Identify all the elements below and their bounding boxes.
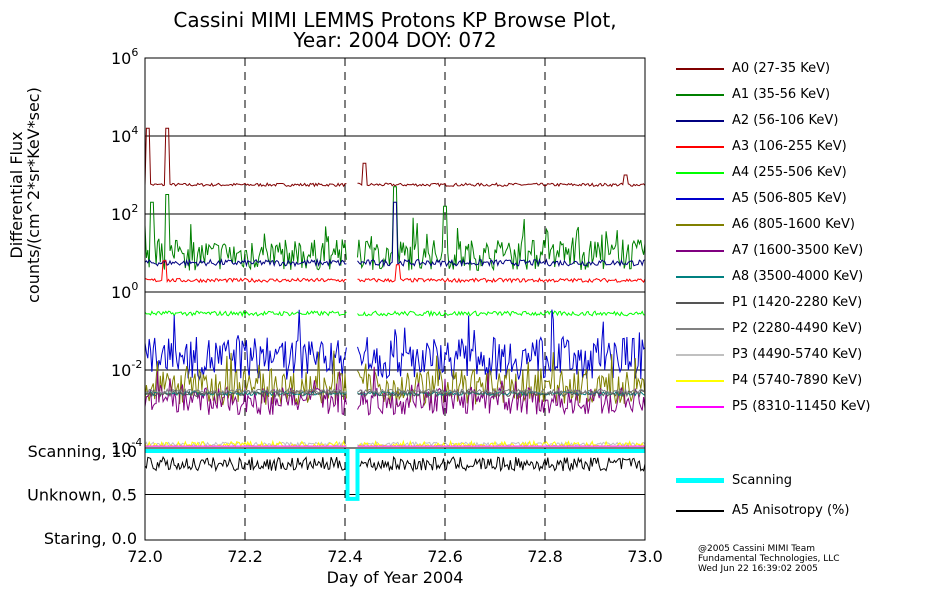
lower-y-label: Scanning, 1.0 [28, 442, 137, 461]
series-line [144, 388, 347, 395]
y-tick-label: 106 [111, 46, 138, 68]
chart-title: Cassini MIMI LEMMS Protons KP Browse Plo… [173, 8, 617, 32]
chart-subtitle: Year: 2004 DOY: 072 [293, 28, 497, 52]
credits-line3: Wed Jun 22 16:39:02 2005 [698, 564, 818, 574]
y-tick-label: 104 [111, 124, 138, 146]
series-line [144, 310, 347, 318]
legend-swatch [676, 198, 724, 200]
anisotropy-line [144, 456, 347, 473]
legend-label: P5 (8310-11450 KeV) [732, 399, 871, 414]
credits-line1: @2005 Cassini MIMI Team [698, 544, 815, 554]
credits-line2: Fundamental Technologies, LLC [698, 554, 840, 564]
lower-panel-series [144, 449, 646, 501]
x-tick-label: 72.6 [427, 547, 463, 566]
series-line [144, 127, 347, 188]
series-line [357, 201, 646, 268]
y-tick-label: 102 [111, 202, 138, 224]
legend-label: P2 (2280-4490 KeV) [732, 321, 863, 336]
legend-label: P1 (1420-2280 KeV) [732, 295, 863, 310]
legend-label: A3 (106-255 KeV) [732, 139, 847, 154]
upper-panel-series [144, 127, 646, 448]
series-line [357, 388, 646, 398]
legend-swatch [676, 380, 724, 382]
series-line [357, 387, 646, 395]
legend-swatch [676, 328, 724, 330]
lower-y-label: Unknown, 0.5 [27, 486, 137, 505]
x-tick-label: 73.0 [627, 547, 663, 566]
series-line [144, 260, 347, 284]
legend-label: A5 (506-805 KeV) [732, 191, 847, 206]
y-tick-base: 10 [111, 439, 131, 458]
y-tick-exponent: 2 [131, 202, 138, 215]
legend-swatch [676, 94, 724, 96]
legend-label: A1 (35-56 KeV) [732, 87, 831, 102]
x-axis-ticks: 72.0 72.2 72.4 72.6 72.8 73.0 [127, 547, 663, 566]
lower-panel-grid [145, 448, 645, 540]
legend-label: A4 (255-506 KeV) [732, 165, 847, 180]
series-line [357, 162, 646, 188]
legend-swatch [676, 302, 724, 304]
series-line [357, 309, 646, 318]
x-tick-label: 72.2 [227, 547, 263, 566]
legend-label: A8 (3500-4000 KeV) [732, 269, 864, 284]
legend-label: A7 (1600-3500 KeV) [732, 243, 864, 258]
y-tick-base: 10 [111, 283, 131, 302]
series-line [357, 264, 646, 284]
x-tick-label: 72.4 [327, 547, 363, 566]
legend-label: Scanning [732, 473, 792, 488]
credits: @2005 Cassini MIMI Team Fundamental Tech… [698, 544, 840, 574]
legend-swatch [676, 406, 724, 408]
lower-panel-frame [144, 447, 646, 541]
lower-y-label: Staring, 0.0 [44, 529, 137, 548]
x-axis-label: Day of Year 2004 [326, 568, 464, 587]
y-tick-label: 10-2 [111, 358, 142, 380]
y-tick-exponent: -4 [131, 436, 142, 449]
legend-label: A0 (27-35 KeV) [732, 61, 831, 76]
legend-label: A6 (805-1600 KeV) [732, 217, 855, 232]
legend-swatch [676, 250, 724, 252]
legend-swatch [676, 224, 724, 226]
y-tick-base: 10 [111, 205, 131, 224]
y-tick-base: 10 [111, 49, 131, 68]
scanning-line [145, 449, 645, 501]
x-tick-label: 72.8 [527, 547, 563, 566]
legend-swatch [676, 478, 724, 483]
anisotropy-line [357, 455, 646, 473]
legend-swatch [676, 276, 724, 278]
y-tick-exponent: 4 [131, 124, 138, 137]
legend-label: A5 Anisotropy (%) [732, 503, 850, 518]
legend-swatch [676, 146, 724, 148]
legend-swatch [676, 354, 724, 356]
y-tick-exponent: -2 [131, 358, 142, 371]
y-tick-exponent: 0 [131, 280, 138, 293]
series-line [144, 257, 347, 268]
series-line [144, 388, 347, 398]
series-line [357, 309, 646, 380]
y-tick-label: 10-4 [111, 436, 142, 458]
y-tick-exponent: 6 [131, 46, 138, 59]
legend-label: A2 (56-106 KeV) [732, 113, 839, 128]
legend-swatch [676, 120, 724, 122]
series-line [144, 371, 347, 416]
legend-swatch [676, 172, 724, 174]
legend-swatch [676, 68, 724, 70]
y-tick-base: 10 [111, 361, 131, 380]
y-tick-label: 100 [111, 280, 138, 302]
x-tick-label: 72.0 [127, 547, 163, 566]
y-tick-base: 10 [111, 127, 131, 146]
series-line [357, 186, 646, 272]
legend-swatch [676, 510, 724, 512]
series-line [144, 350, 347, 406]
lower-panel-y-labels: Scanning, 1.0 Unknown, 0.5 Staring, 0.0 [27, 442, 137, 548]
series-line [144, 194, 347, 271]
legend-label: P3 (4490-5740 KeV) [732, 347, 863, 362]
legend-label: P4 (5740-7890 KeV) [732, 373, 863, 388]
series-line [144, 309, 347, 381]
